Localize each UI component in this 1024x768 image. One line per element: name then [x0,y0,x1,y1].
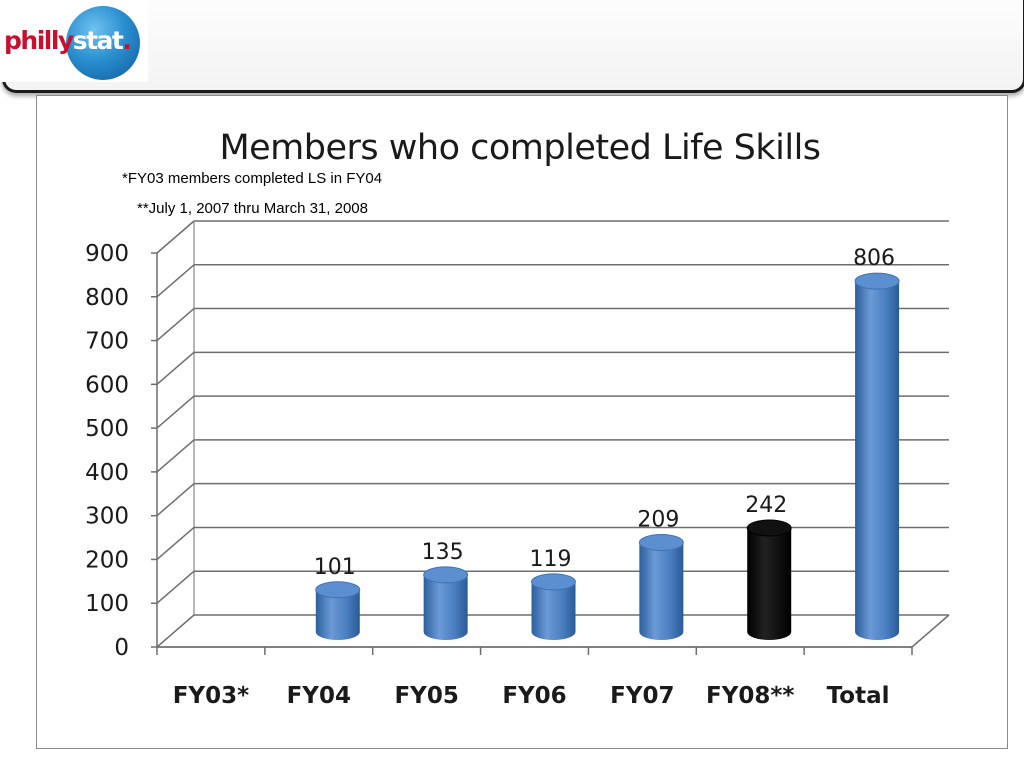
bar-total [855,281,900,640]
gridline-depth [156,439,195,473]
y-tick-label: 0 [114,635,129,661]
x-tick-label: FY05 [394,683,458,709]
bar-fy07 [639,542,684,640]
bar-top [746,519,792,537]
bar-top [423,566,469,584]
gridline-depth [156,614,195,648]
y-tick-label: 300 [85,504,129,530]
gridline-depth [156,351,195,385]
floor-right-edge [911,614,950,648]
bar-fy05 [423,574,468,640]
gridline-depth [156,570,195,604]
x-tick-label: FY08** [706,683,794,709]
chart-title: Members who completed Life Skills [219,128,821,168]
y-tick-label: 600 [85,372,129,398]
bar-fy06 [531,581,576,640]
x-tick-label: FY04 [287,683,351,709]
data-label: 242 [745,493,787,518]
bar-top [531,573,576,591]
x-tick-label: Total [827,683,890,709]
gridline-depth [156,307,195,342]
y-tick-label: 700 [85,329,129,355]
gridline-depth [156,395,195,429]
slide-header: phillystat. [0,0,1024,95]
data-label: 209 [637,508,679,533]
x-tick-label: FY03* [173,683,249,709]
y-tick-label: 800 [85,285,129,311]
gridline-depth [156,483,195,517]
header-frame [2,0,1024,93]
chart-frame [36,95,1008,749]
data-label: 119 [530,547,572,572]
data-label: 806 [853,246,895,271]
bar-fy08 [747,528,792,640]
gridline-depth [156,526,195,561]
logo-circle [66,6,140,80]
bar-top [315,581,361,599]
y-tick-label: 100 [85,591,129,617]
data-label: 101 [314,555,356,580]
fy03-footnote: *FY03 members completed LS in FY04 [122,170,383,187]
bar-fy04 [315,589,360,640]
y-tick-label: 500 [85,416,129,442]
gridline-depth [156,264,195,298]
fy08-footnote: **July 1, 2007 thru March 31, 2008 [137,200,368,217]
x-tick-label: FY07 [610,683,674,709]
bar-top [638,534,684,552]
data-label: 135 [422,540,464,565]
logo-text: phillystat. [4,26,132,55]
phillystat-logo: phillystat. [0,0,148,82]
x-tick-label: FY06 [502,683,566,709]
y-tick-label: 400 [85,460,129,486]
gridline-depth [156,220,195,254]
y-tick-label: 900 [85,241,129,267]
y-tick-label: 200 [85,547,129,573]
bar-top [854,272,900,290]
